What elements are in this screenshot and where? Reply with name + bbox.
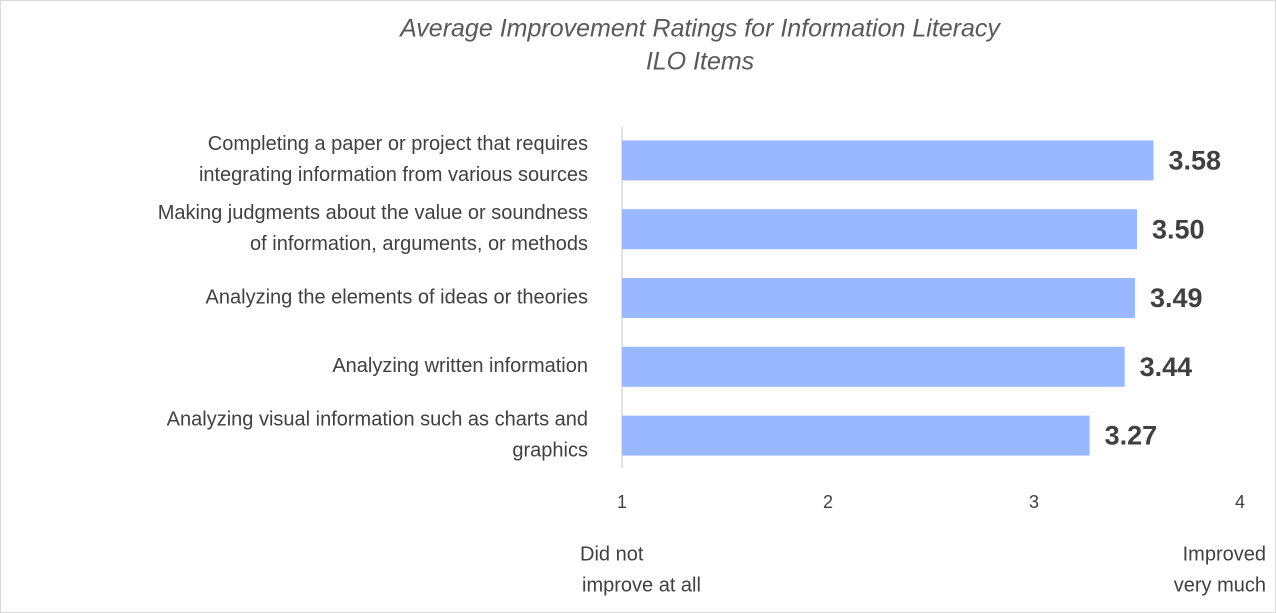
chart-title: Average Improvement Ratings for Informat… — [398, 15, 1001, 43]
value-label: 3.50 — [1152, 214, 1205, 244]
bar — [622, 140, 1154, 181]
axis-annotation: Did not — [580, 543, 644, 565]
category-label: Analyzing written information — [332, 355, 588, 377]
axis-annotation: Improved — [1183, 543, 1266, 565]
category-label: Analyzing the elements of ideas or theor… — [206, 286, 588, 308]
x-tick-label: 3 — [1029, 492, 1039, 512]
category-label: of information, arguments, or methods — [250, 233, 588, 255]
bar — [622, 209, 1137, 250]
category-label: integrating information from various sou… — [199, 164, 588, 186]
value-label: 3.27 — [1105, 421, 1158, 451]
value-label: 3.49 — [1150, 283, 1203, 313]
value-label: 3.58 — [1168, 146, 1221, 176]
x-tick-label: 2 — [823, 492, 833, 512]
bar — [622, 346, 1125, 387]
category-label: Making judgments about the value or soun… — [158, 202, 588, 224]
category-label: Completing a paper or project that requi… — [208, 133, 588, 155]
category-label: graphics — [512, 439, 588, 461]
x-tick-label: 4 — [1235, 492, 1245, 512]
chart-title: ILO Items — [646, 48, 754, 76]
axis-annotation: improve at all — [582, 574, 701, 596]
axis-annotation: very much — [1174, 574, 1266, 596]
category-label: Analyzing visual information such as cha… — [167, 408, 588, 430]
bar — [622, 278, 1135, 318]
value-label: 3.44 — [1140, 352, 1193, 382]
x-tick-label: 1 — [617, 492, 627, 512]
bar — [622, 415, 1090, 456]
